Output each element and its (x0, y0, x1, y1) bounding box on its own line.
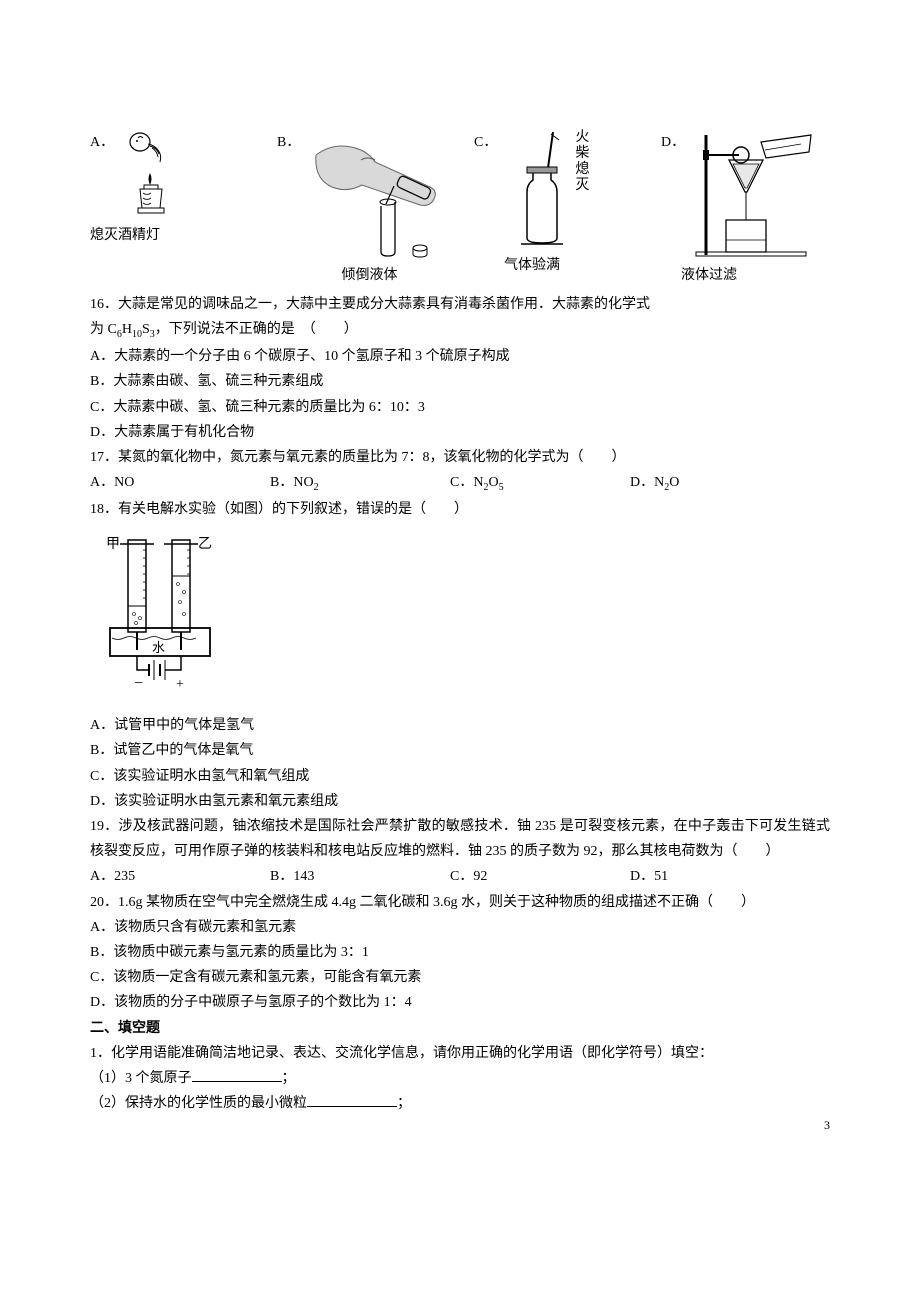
q18-option-a: A．试管甲中的气体是氢气 (90, 713, 830, 738)
q16-stem-line1: 16．大蒜是常见的调味品之一，大蒜中主要成分大蒜素具有消毒杀菌作用．大蒜素的化学… (90, 292, 830, 317)
label-yi: 乙 (198, 536, 212, 552)
q19-option-c: C．92 (450, 864, 630, 889)
q15-option-row: A． 熄灭酒精灯 B． (90, 130, 830, 288)
q17-option-c: C．N2O5 (450, 470, 630, 497)
figure-caption: 气体验满 (504, 253, 560, 278)
gas-bottle-icon (503, 130, 573, 250)
q19-option-b: B．143 (270, 864, 450, 889)
option-label: D． (661, 130, 821, 260)
section2-q1-1: （1）3 个氮原子； (90, 1066, 830, 1091)
q16-option-a: A．大蒜素的一个分子由 6 个碳原子、10 个氢原子和 3 个硫原子构成 (90, 344, 830, 369)
q16-option-d: D．大蒜素属于有机化合物 (90, 420, 830, 445)
page-number: 3 (824, 1115, 830, 1137)
q15-option-c: C． 火 柴 熄 灭 气体验满 (474, 130, 649, 278)
blank-input[interactable] (307, 1093, 397, 1107)
figure-caption: 熄灭酒精灯 (90, 223, 160, 248)
q15-option-a: A． 熄灭酒精灯 (90, 130, 265, 248)
q19-stem: 19．涉及核武器问题，铀浓缩技术是国际社会严禁扩散的敏感技术．铀 235 是可裂… (90, 814, 830, 864)
q17-option-a: A．NO (90, 470, 270, 497)
section2-title: 二、填空题 (90, 1016, 830, 1041)
q16-option-b: B．大蒜素由碳、氢、硫三种元素组成 (90, 369, 830, 394)
q20-option-d: D．该物质的分子中碳原子与氢原子的个数比为 1：4 (90, 990, 830, 1015)
q17-options: A．NO B．NO2 C．N2O5 D．N2O (90, 470, 830, 497)
option-letter: B． (277, 130, 300, 155)
q18-stem: 18．有关电解水实验（如图）的下列叙述，错误的是（ ） (90, 497, 830, 522)
q17-stem: 17．某氮的氧化物中，氮元素与氧元素的质量比为 7：8，该氧化物的化学式为（ ） (90, 445, 830, 470)
q16-option-c: C．大蒜素中碳、氢、硫三种元素的质量比为 6：10：3 (90, 395, 830, 420)
q18-option-b: B．试管乙中的气体是氧气 (90, 738, 830, 763)
pour-liquid-icon (306, 130, 456, 260)
q17-option-d: D．N2O (630, 470, 770, 497)
option-label: B． (277, 130, 456, 260)
q15-option-d: D． 液体过滤 (661, 130, 841, 288)
section2-q1-stem: 1．化学用语能准确简洁地记录、表达、交流化学信息，请你用正确的化学用语（即化学符… (90, 1041, 830, 1066)
q19-option-a: A．235 (90, 864, 270, 889)
option-label: C． 火 柴 熄 灭 (474, 130, 589, 250)
q20-option-b: B．该物质中碳元素与氢元素的质量比为 3：1 (90, 940, 830, 965)
q20-option-c: C．该物质一定含有碳元素和氢元素，可能含有氧元素 (90, 965, 830, 990)
q19-option-d: D．51 (630, 864, 770, 889)
filter-icon (691, 130, 821, 260)
q18-figure: 甲 乙 水 − + (90, 528, 830, 707)
option-letter: D． (661, 130, 685, 155)
label-minus: − (134, 675, 143, 692)
q18-option-c: C．该实验证明水由氢气和氧气组成 (90, 764, 830, 789)
label-plus: + (176, 677, 184, 692)
q20-option-a: A．该物质只含有碳元素和氢元素 (90, 915, 830, 940)
label-water: 水 (152, 640, 165, 655)
option-letter: C． (474, 130, 497, 155)
q19-options: A．235 B．143 C．92 D．51 (90, 864, 830, 889)
q20-stem: 20．1.6g 某物质在空气中完全燃烧生成 4.4g 二氧化碳和 3.6g 水，… (90, 890, 830, 915)
q15-option-b: B． 倾倒液体 (277, 130, 462, 288)
q18-option-d: D．该实验证明水由氢元素和氧元素组成 (90, 789, 830, 814)
gas-full-figure: 火 柴 熄 灭 (503, 130, 589, 250)
q16-stem-line2: 为 C6H10S3，下列说法不正确的是 （ ） (90, 317, 830, 344)
blank-input[interactable] (192, 1068, 282, 1082)
blow-lamp-icon (120, 130, 192, 220)
figure-caption: 液体过滤 (681, 263, 737, 288)
q17-option-b: B．NO2 (270, 470, 450, 497)
section2-q1-2: （2）保持水的化学性质的最小微粒； (90, 1091, 830, 1116)
electrolysis-icon: 甲 乙 水 − + (90, 528, 240, 698)
label-jia: 甲 (106, 537, 120, 552)
option-label: A． (90, 130, 192, 220)
option-letter: A． (90, 130, 114, 155)
match-out-label: 火 柴 熄 灭 (575, 130, 589, 194)
figure-caption: 倾倒液体 (277, 263, 462, 288)
